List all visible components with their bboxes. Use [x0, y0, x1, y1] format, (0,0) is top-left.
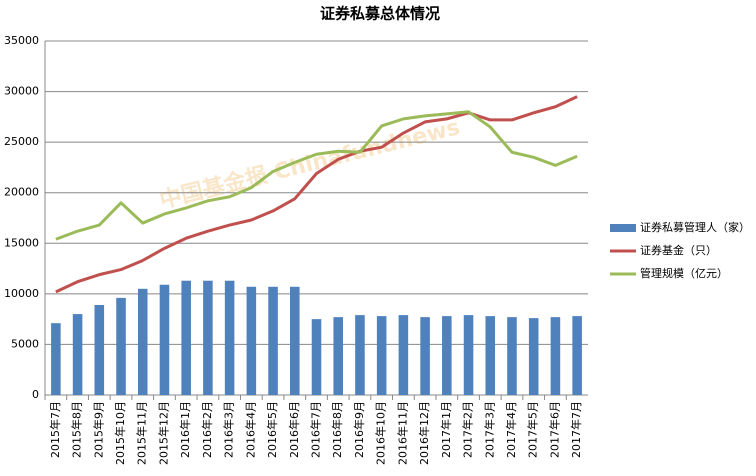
- x-tick-label: 2017年5月: [526, 401, 540, 458]
- bar: [137, 288, 148, 395]
- y-tick-label: 35000: [4, 34, 39, 47]
- x-tick-label: 2017年7月: [569, 401, 583, 458]
- bar: [94, 304, 105, 395]
- x-tick-label: 2016年11月: [395, 401, 409, 465]
- legend-swatch: [610, 224, 636, 232]
- y-tick-label: 0: [32, 388, 39, 401]
- bar: [442, 316, 452, 395]
- y-tick-label: 25000: [4, 135, 39, 148]
- x-tick-label: 2017年4月: [504, 401, 518, 458]
- x-tick-label: 2016年8月: [330, 401, 344, 458]
- x-tick-label: 2016年5月: [265, 401, 279, 458]
- bar: [159, 284, 170, 395]
- bar: [463, 315, 474, 395]
- line: [55, 95, 578, 294]
- bar: [485, 316, 496, 395]
- x-tick-label: 2015年9月: [91, 401, 105, 458]
- x-tick-label: 2015年10月: [113, 401, 127, 465]
- y-tick-label: 10000: [4, 287, 39, 300]
- bar: [507, 317, 517, 395]
- bar: [224, 280, 235, 395]
- x-tick-label: 2015年11月: [135, 401, 149, 465]
- bar: [311, 319, 322, 395]
- y-tick-label: 30000: [4, 85, 39, 98]
- x-tick-label: 2017年6月: [547, 401, 561, 458]
- x-tick-label: 2016年3月: [222, 401, 236, 458]
- bar: [398, 315, 409, 395]
- bar: [181, 280, 191, 395]
- x-tick-label: 2017年3月: [482, 401, 496, 458]
- legend-label: 管理规模（亿元）: [640, 266, 728, 280]
- x-tick-label: 2016年2月: [200, 401, 214, 458]
- x-tick-label: 2015年8月: [70, 401, 84, 458]
- bar: [246, 286, 257, 395]
- bar: [376, 316, 387, 395]
- bar: [550, 317, 561, 395]
- bar: [72, 314, 83, 395]
- x-tick-label: 2017年2月: [461, 401, 475, 458]
- x-tick-label: 2016年6月: [287, 401, 301, 458]
- x-tick-label: 2015年7月: [48, 401, 62, 458]
- bar: [203, 280, 213, 395]
- bar: [355, 315, 365, 395]
- x-tick-label: 2016年10月: [374, 401, 388, 465]
- watermark: 中国基金报 Chinafundnews: [157, 114, 462, 214]
- legend-label: 证券私募管理人（家）: [640, 220, 750, 234]
- x-tick-label: 2016年9月: [352, 401, 366, 458]
- x-tick-label: 2016年7月: [309, 401, 323, 458]
- bar: [420, 317, 430, 395]
- chart-title: 证券私募总体情况: [320, 5, 440, 23]
- x-tick-label: 2017年1月: [439, 401, 453, 458]
- legend-label: 证券基金（只）: [640, 243, 717, 257]
- x-tick-label: 2016年1月: [178, 401, 192, 458]
- bar: [268, 286, 278, 395]
- x-tick-label: 2016年12月: [417, 401, 431, 465]
- bar: [333, 317, 343, 395]
- y-tick-label: 15000: [4, 236, 39, 249]
- bar: [51, 323, 61, 395]
- bar: [528, 318, 539, 395]
- bar: [116, 297, 126, 395]
- x-tick-label: 2016年4月: [243, 401, 257, 458]
- line: [55, 110, 578, 241]
- y-tick-label: 20000: [4, 186, 39, 199]
- bar: [572, 316, 582, 395]
- x-tick-label: 2015年12月: [156, 401, 170, 465]
- bar: [290, 286, 300, 395]
- y-tick-label: 5000: [11, 337, 39, 350]
